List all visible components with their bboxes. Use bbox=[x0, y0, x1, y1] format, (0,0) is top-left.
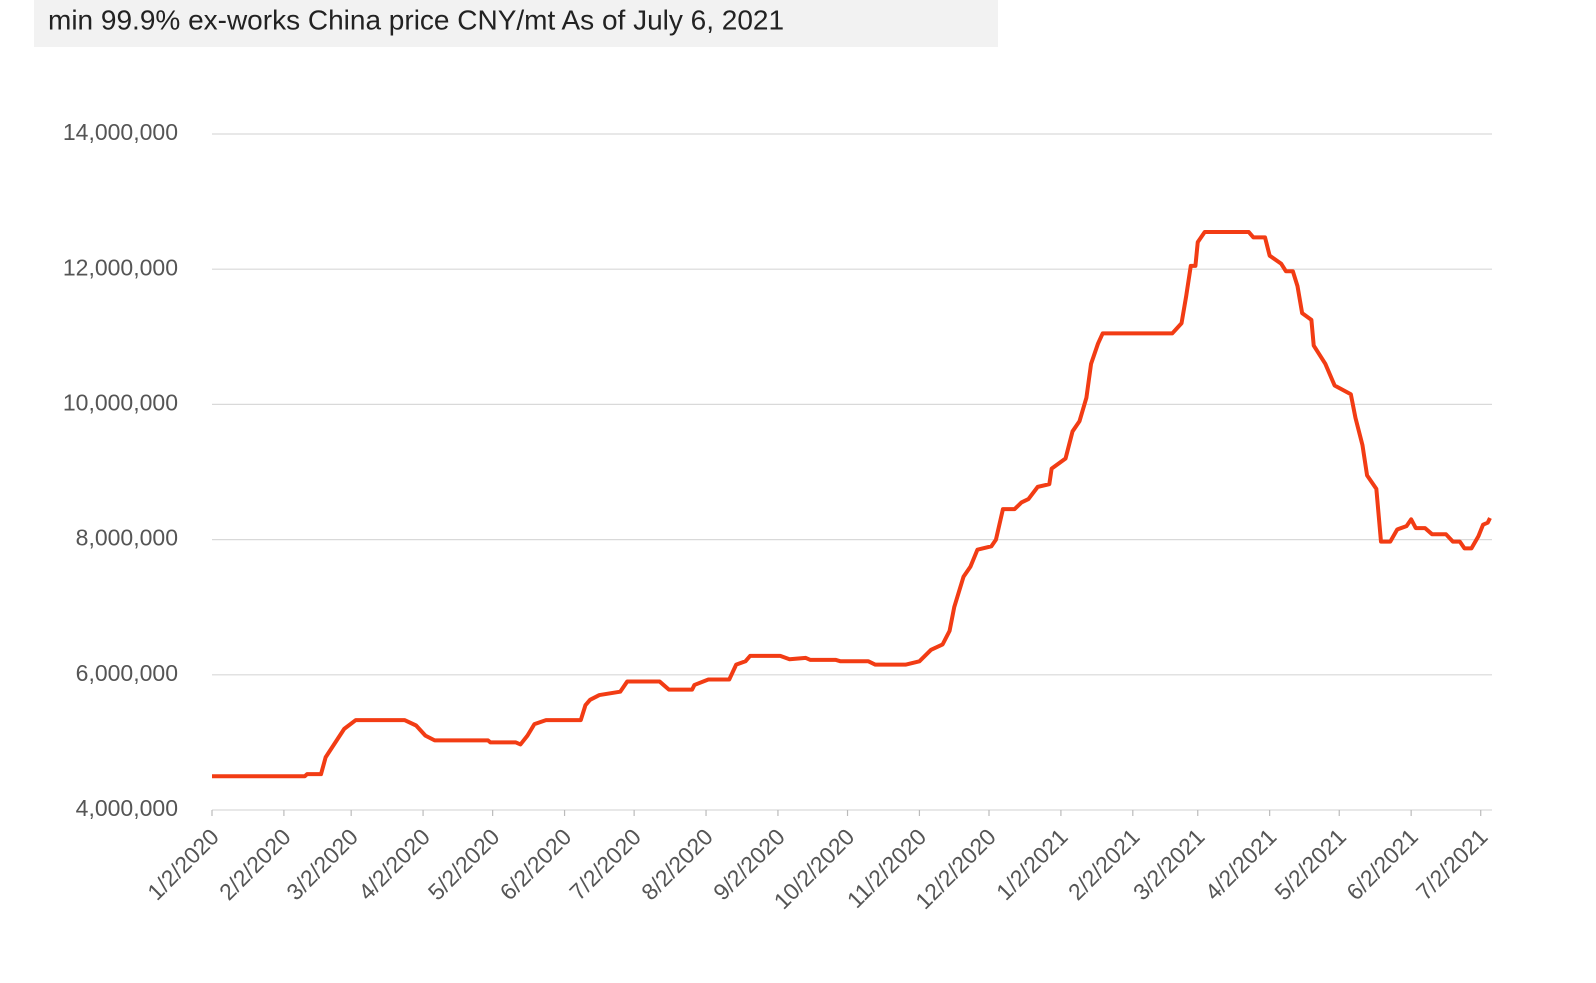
y-tick-label: 14,000,000 bbox=[63, 119, 178, 145]
x-tick-label: 5/2/2020 bbox=[423, 823, 505, 905]
y-tick-label: 12,000,000 bbox=[63, 254, 178, 280]
y-tick-label: 4,000,000 bbox=[76, 795, 178, 821]
x-tick-label: 4/2/2021 bbox=[1200, 823, 1282, 905]
x-tick-label: 8/2/2020 bbox=[636, 823, 718, 905]
chart-title: min 99.9% ex-works China price CNY/mt As… bbox=[48, 4, 784, 35]
x-tick-label: 6/2/2021 bbox=[1341, 823, 1423, 905]
x-tick-label: 2/2/2020 bbox=[214, 823, 296, 905]
x-tick-label: 1/2/2021 bbox=[991, 823, 1073, 905]
y-tick-label: 6,000,000 bbox=[76, 660, 178, 686]
x-tick-label: 7/2/2020 bbox=[564, 823, 646, 905]
x-tick-label: 2/2/2021 bbox=[1063, 823, 1145, 905]
x-tick-label: 1/2/2020 bbox=[142, 823, 224, 905]
x-tick-label: 5/2/2021 bbox=[1269, 823, 1351, 905]
price-line bbox=[212, 230, 1492, 779]
y-tick-label: 8,000,000 bbox=[76, 525, 178, 551]
x-tick-label: 6/2/2020 bbox=[495, 823, 577, 905]
x-tick-label: 7/2/2021 bbox=[1411, 823, 1493, 905]
x-tick-label: 4/2/2020 bbox=[353, 823, 435, 905]
x-tick-label: 3/2/2020 bbox=[281, 823, 363, 905]
title-box bbox=[34, 0, 998, 47]
y-tick-label: 10,000,000 bbox=[63, 389, 178, 415]
x-tick-label: 3/2/2021 bbox=[1128, 823, 1210, 905]
